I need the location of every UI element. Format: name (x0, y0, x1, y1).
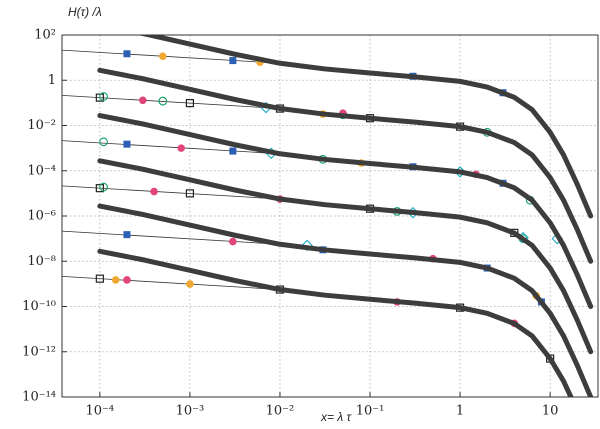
x-tick-label: 10 (542, 404, 559, 419)
data-point (229, 57, 237, 65)
data-point (95, 184, 104, 193)
data-point (301, 239, 313, 252)
x-tick-label: 10⁻² (266, 404, 295, 419)
y-tick-label: 10⁻⁴ (27, 163, 56, 178)
data-point (99, 137, 108, 147)
asymptote-line (62, 95, 281, 109)
data-point (186, 280, 194, 288)
y-tick-label: 1 (48, 73, 56, 88)
master-curve (97, 67, 594, 264)
data-point (229, 147, 237, 155)
y-tick-label: 10² (34, 28, 56, 43)
data-point (123, 50, 131, 58)
data-point (158, 96, 168, 106)
asymptote-line (62, 49, 281, 64)
y-tick-label: 10⁻² (27, 118, 56, 133)
y-tick-label: 10⁻¹⁰ (22, 299, 56, 314)
data-point (123, 231, 131, 239)
master-curve (97, 203, 594, 397)
y-tick-label: 10⁻⁸ (27, 254, 56, 269)
x-tick-label: 1 (456, 404, 464, 419)
data-point (177, 144, 185, 152)
master-curve (137, 35, 594, 219)
data-point (185, 189, 195, 198)
data-point (158, 52, 167, 61)
y-tick-label: 10⁻¹⁴ (22, 390, 56, 405)
data-point (139, 96, 147, 105)
y-axis-title: H(τ) /λ (68, 5, 102, 19)
data-point (95, 274, 104, 283)
data-point (150, 187, 158, 196)
x-axis-title: x= λ τ (320, 410, 353, 424)
data-point (111, 276, 120, 284)
axes: 10⁻⁴ 10⁻³ 10⁻² 10⁻¹ 1 10 10⁻¹⁴ 10⁻¹² 10⁻¹⁰ 10⁻⁸ 10… (22, 28, 558, 419)
x-tick-label: 10⁻¹ (356, 404, 385, 419)
data-point (185, 98, 195, 108)
asymptote-line (62, 140, 281, 155)
x-tick-label: 10⁻³ (176, 404, 205, 419)
master-curve (97, 113, 594, 309)
data-point (99, 182, 108, 192)
data-point (229, 237, 237, 246)
asymptote-line (62, 276, 281, 290)
data-point (99, 92, 108, 101)
master-curve (97, 158, 594, 355)
plot (62, 35, 594, 397)
y-tick-label: 10⁻¹² (22, 344, 56, 359)
data-point (123, 140, 131, 148)
data-point (95, 93, 104, 102)
master-curve (97, 248, 574, 397)
data-point (123, 276, 131, 284)
y-tick-label: 10⁻⁶ (27, 209, 56, 224)
asymptote-line (62, 230, 281, 245)
asymptote-line (62, 185, 281, 200)
x-tick-label: 10⁻⁴ (86, 404, 115, 419)
